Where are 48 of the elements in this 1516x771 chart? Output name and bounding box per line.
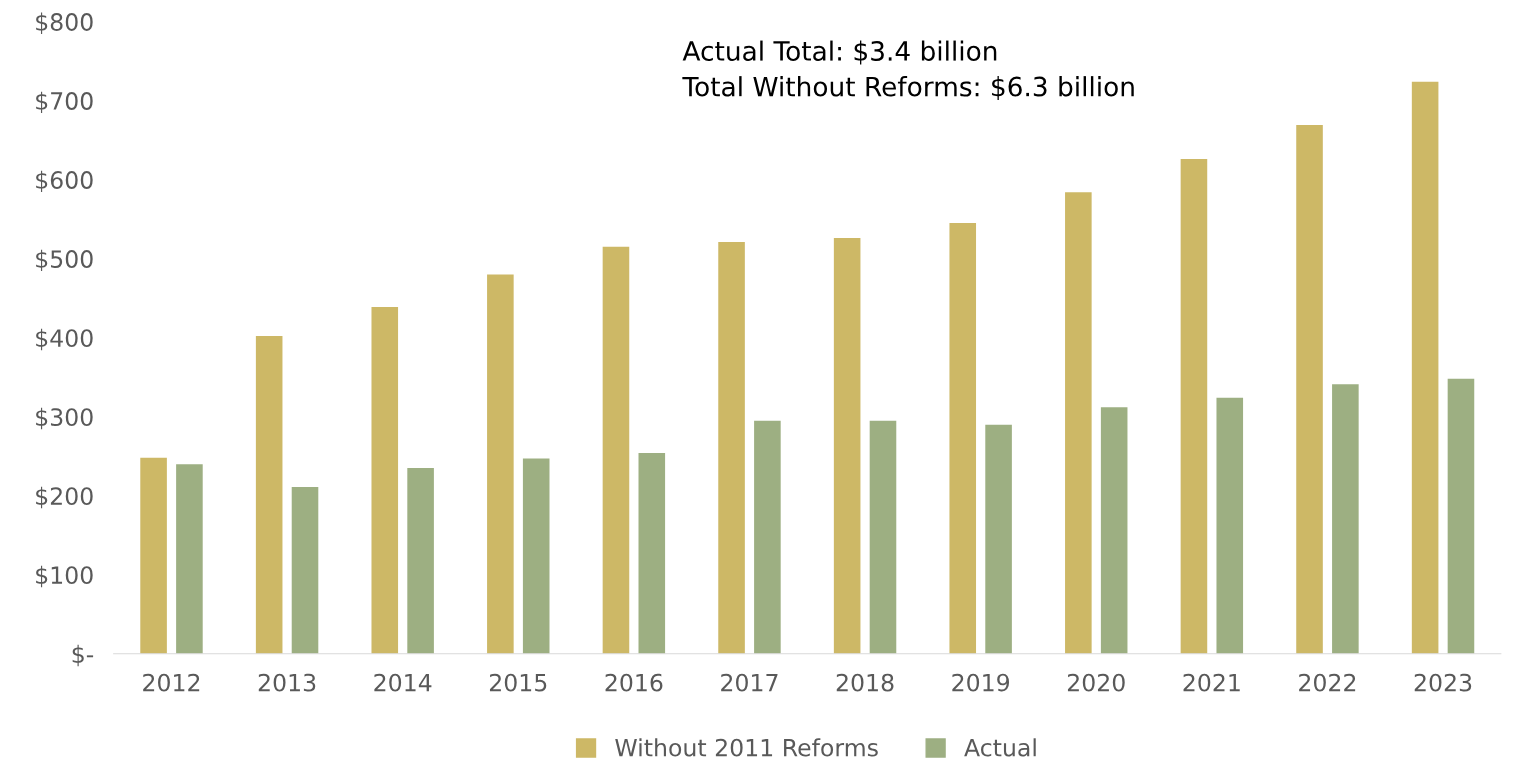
bar: [718, 242, 745, 654]
x-tick-label: 2019: [952, 673, 1010, 692]
y-tick-label: $400: [36, 328, 93, 351]
y-tick-label: $600: [36, 170, 93, 193]
bar: [869, 420, 897, 654]
legend-label: Without 2011 Reforms: [615, 738, 878, 757]
y-tick-label: $300: [36, 407, 93, 430]
bar: [1332, 384, 1359, 654]
bar: [255, 336, 283, 654]
bar: [1100, 407, 1128, 654]
x-tick-label: 2017: [721, 673, 778, 692]
legend-label: Actual: [964, 738, 1036, 757]
bar: [176, 464, 203, 654]
x-tick-label: 2021: [1183, 673, 1240, 692]
bar: [140, 457, 167, 654]
x-tick-label: 2022: [1299, 673, 1356, 692]
bar: [754, 420, 781, 654]
y-tick-label: $800: [36, 12, 93, 35]
bar: [949, 223, 977, 654]
x-tick-label: 2023: [1414, 673, 1472, 692]
x-tick-label: 2014: [374, 673, 432, 692]
y-tick-label: $700: [36, 91, 93, 114]
y-tick-label: $-: [72, 644, 94, 667]
bar: [487, 274, 514, 654]
y-tick-label: $200: [36, 486, 93, 509]
bar: [985, 424, 1012, 654]
annotation: Actual Total: $3.4 billion Total Without Reforms: $6.3 billion: [682, 40, 1134, 101]
bar: [602, 246, 630, 654]
bar: [1447, 378, 1475, 654]
bar: [291, 487, 319, 654]
x-tick-label: 2012: [143, 673, 200, 692]
x-tick-label: 2018: [836, 673, 894, 692]
bar: [1065, 192, 1092, 654]
x-tick-label: 2016: [605, 673, 663, 692]
bar: [407, 468, 434, 654]
bar: [1180, 159, 1208, 654]
bar: [833, 238, 861, 654]
bar: [522, 458, 550, 654]
x-tick-label: 2015: [489, 673, 547, 692]
x-tick-label: 2020: [1067, 673, 1125, 692]
y-tick-label: $100: [36, 565, 93, 588]
bar: [1411, 81, 1439, 654]
bar: [1216, 397, 1244, 654]
bar: [638, 453, 666, 654]
bar: [371, 306, 399, 654]
bar: [1296, 125, 1323, 654]
x-tick-label: 2013: [258, 673, 316, 692]
y-tick-label: $500: [36, 249, 93, 272]
